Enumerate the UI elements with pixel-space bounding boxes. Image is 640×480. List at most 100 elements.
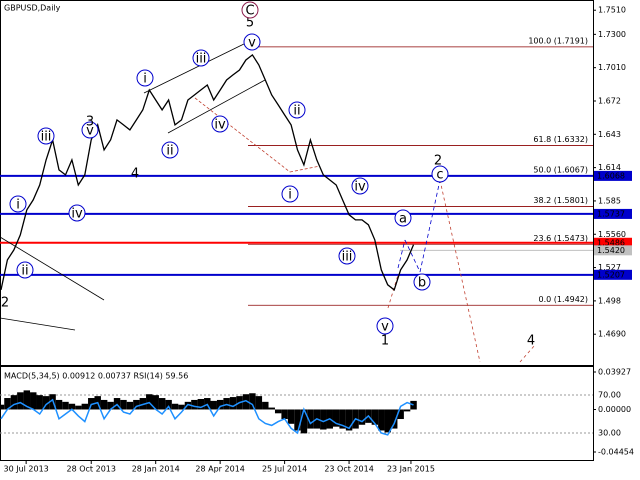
- macd-bar: [345, 409, 353, 431]
- macd-bar: [274, 409, 282, 414]
- macd-bar: [120, 399, 127, 410]
- wave-circle: [241, 1, 259, 19]
- wave-label: 2: [434, 154, 442, 169]
- fib-label: 50.0 (1.6067): [533, 166, 588, 175]
- wave-label: ii: [21, 264, 28, 279]
- macd-bar: [100, 399, 108, 410]
- wave-circle: [338, 247, 356, 265]
- price-line: [0, 53, 415, 291]
- macd-bar: [242, 394, 250, 410]
- trend-line: [519, 344, 536, 363]
- macd-bar: [0, 404, 5, 410]
- wave-circle: [376, 317, 394, 335]
- macd-bar: [171, 403, 179, 410]
- wave-label: C: [245, 4, 254, 19]
- macd-bar: [390, 409, 398, 429]
- macd-bar: [281, 409, 288, 420]
- wave-label: v: [381, 320, 389, 335]
- macd-bar: [197, 398, 205, 410]
- y-tick-label: 1.4690: [598, 330, 626, 339]
- fib-label: 61.8 (1.6332): [533, 135, 588, 144]
- wave-label: iv: [71, 207, 83, 222]
- macd-bar: [10, 395, 18, 410]
- wave-label: iv: [354, 180, 366, 195]
- wave-label: iii: [41, 130, 52, 145]
- wave-circle: [431, 165, 449, 183]
- macd-bar: [36, 395, 43, 410]
- macd-bar: [55, 399, 63, 410]
- macd-bar: [339, 409, 346, 429]
- level-label: 1.6068: [597, 171, 625, 180]
- macd-bar: [294, 409, 301, 431]
- rsi-line: [0, 398, 414, 436]
- main-frame: [0, 0, 594, 366]
- y-tick-label: 1.585: [598, 196, 621, 205]
- macd-bar: [255, 396, 263, 410]
- wave-circle: [288, 101, 306, 119]
- wave-label: v: [248, 36, 256, 51]
- wave-circle: [161, 141, 179, 159]
- macd-bar: [107, 401, 114, 410]
- fib-label: 100.0 (1.7191): [528, 36, 588, 45]
- macd-bar: [4, 398, 11, 410]
- macd-bar: [410, 400, 417, 410]
- wave-circle: [9, 195, 27, 213]
- macd-bar: [30, 392, 37, 410]
- chart-title: GBPUSD,Daily: [4, 4, 61, 13]
- macd-bar: [62, 401, 69, 410]
- macd-bar: [287, 409, 295, 424]
- y-tick-label: -0.04454: [598, 448, 634, 457]
- x-tick-label: 23 Oct 2014: [324, 465, 373, 474]
- macd-bar: [332, 409, 340, 427]
- x-tick-label: 23 Jan 2015: [387, 465, 435, 474]
- trend-line: [397, 239, 406, 269]
- macd-bar: [384, 409, 391, 433]
- macd-bar: [229, 397, 237, 410]
- y-tick-label: 1.672: [598, 96, 621, 105]
- level-tag: [594, 237, 632, 248]
- trend-line: [404, 239, 421, 273]
- macd-bar: [307, 409, 314, 429]
- y2-tick-label: 30.00: [598, 429, 621, 438]
- indicator-title: MACD(5,34,5) 0.00912 0.00737 RSI(14) 59.…: [4, 372, 188, 381]
- wave-label: 1: [381, 334, 389, 349]
- wave-circle: [81, 121, 99, 139]
- y-tick-label: 1.7010: [598, 63, 626, 72]
- y-tick-label: 1.498: [598, 296, 621, 305]
- macd-bar: [262, 401, 269, 410]
- wave-label: ii: [166, 144, 173, 159]
- y-tick-label: 0.03927: [598, 368, 631, 377]
- wave-label: 2: [1, 296, 9, 311]
- macd-bar: [210, 400, 217, 410]
- macd-bar: [23, 390, 31, 410]
- level-tag: [594, 269, 632, 280]
- trend-line: [167, 79, 266, 134]
- x-tick-label: 30 Jul 2013: [3, 465, 48, 474]
- macd-bar: [178, 404, 185, 410]
- y-tick-label: 0.00000: [598, 405, 631, 414]
- macd-bar: [300, 409, 308, 434]
- x-tick-label: 25 Jul 2014: [262, 465, 307, 474]
- wave-label: 5: [246, 16, 254, 31]
- macd-bar: [81, 403, 89, 410]
- fib-label: 38.2 (1.5801): [533, 196, 588, 205]
- macd-bar: [358, 409, 366, 425]
- wave-circle: [192, 49, 210, 67]
- level-tag: [594, 170, 632, 181]
- y2-tick-label: 70.00: [598, 391, 621, 400]
- level-tag: [594, 208, 632, 219]
- level-label: 1.5207: [597, 270, 625, 279]
- trend-line: [0, 236, 105, 301]
- macd-bar: [320, 409, 327, 430]
- wave-label: i: [16, 198, 20, 213]
- wave-label: a: [399, 212, 407, 227]
- trend-line: [439, 179, 481, 363]
- macd-bar: [216, 399, 224, 410]
- y-tick-label: 1.7510: [598, 6, 626, 15]
- wave-label: iii: [342, 250, 353, 265]
- y-tick-label: 1.7300: [598, 30, 626, 39]
- fib-label: 23.6 (1.5473): [533, 234, 588, 243]
- wave-circle: [243, 33, 261, 51]
- macd-bar: [126, 401, 134, 410]
